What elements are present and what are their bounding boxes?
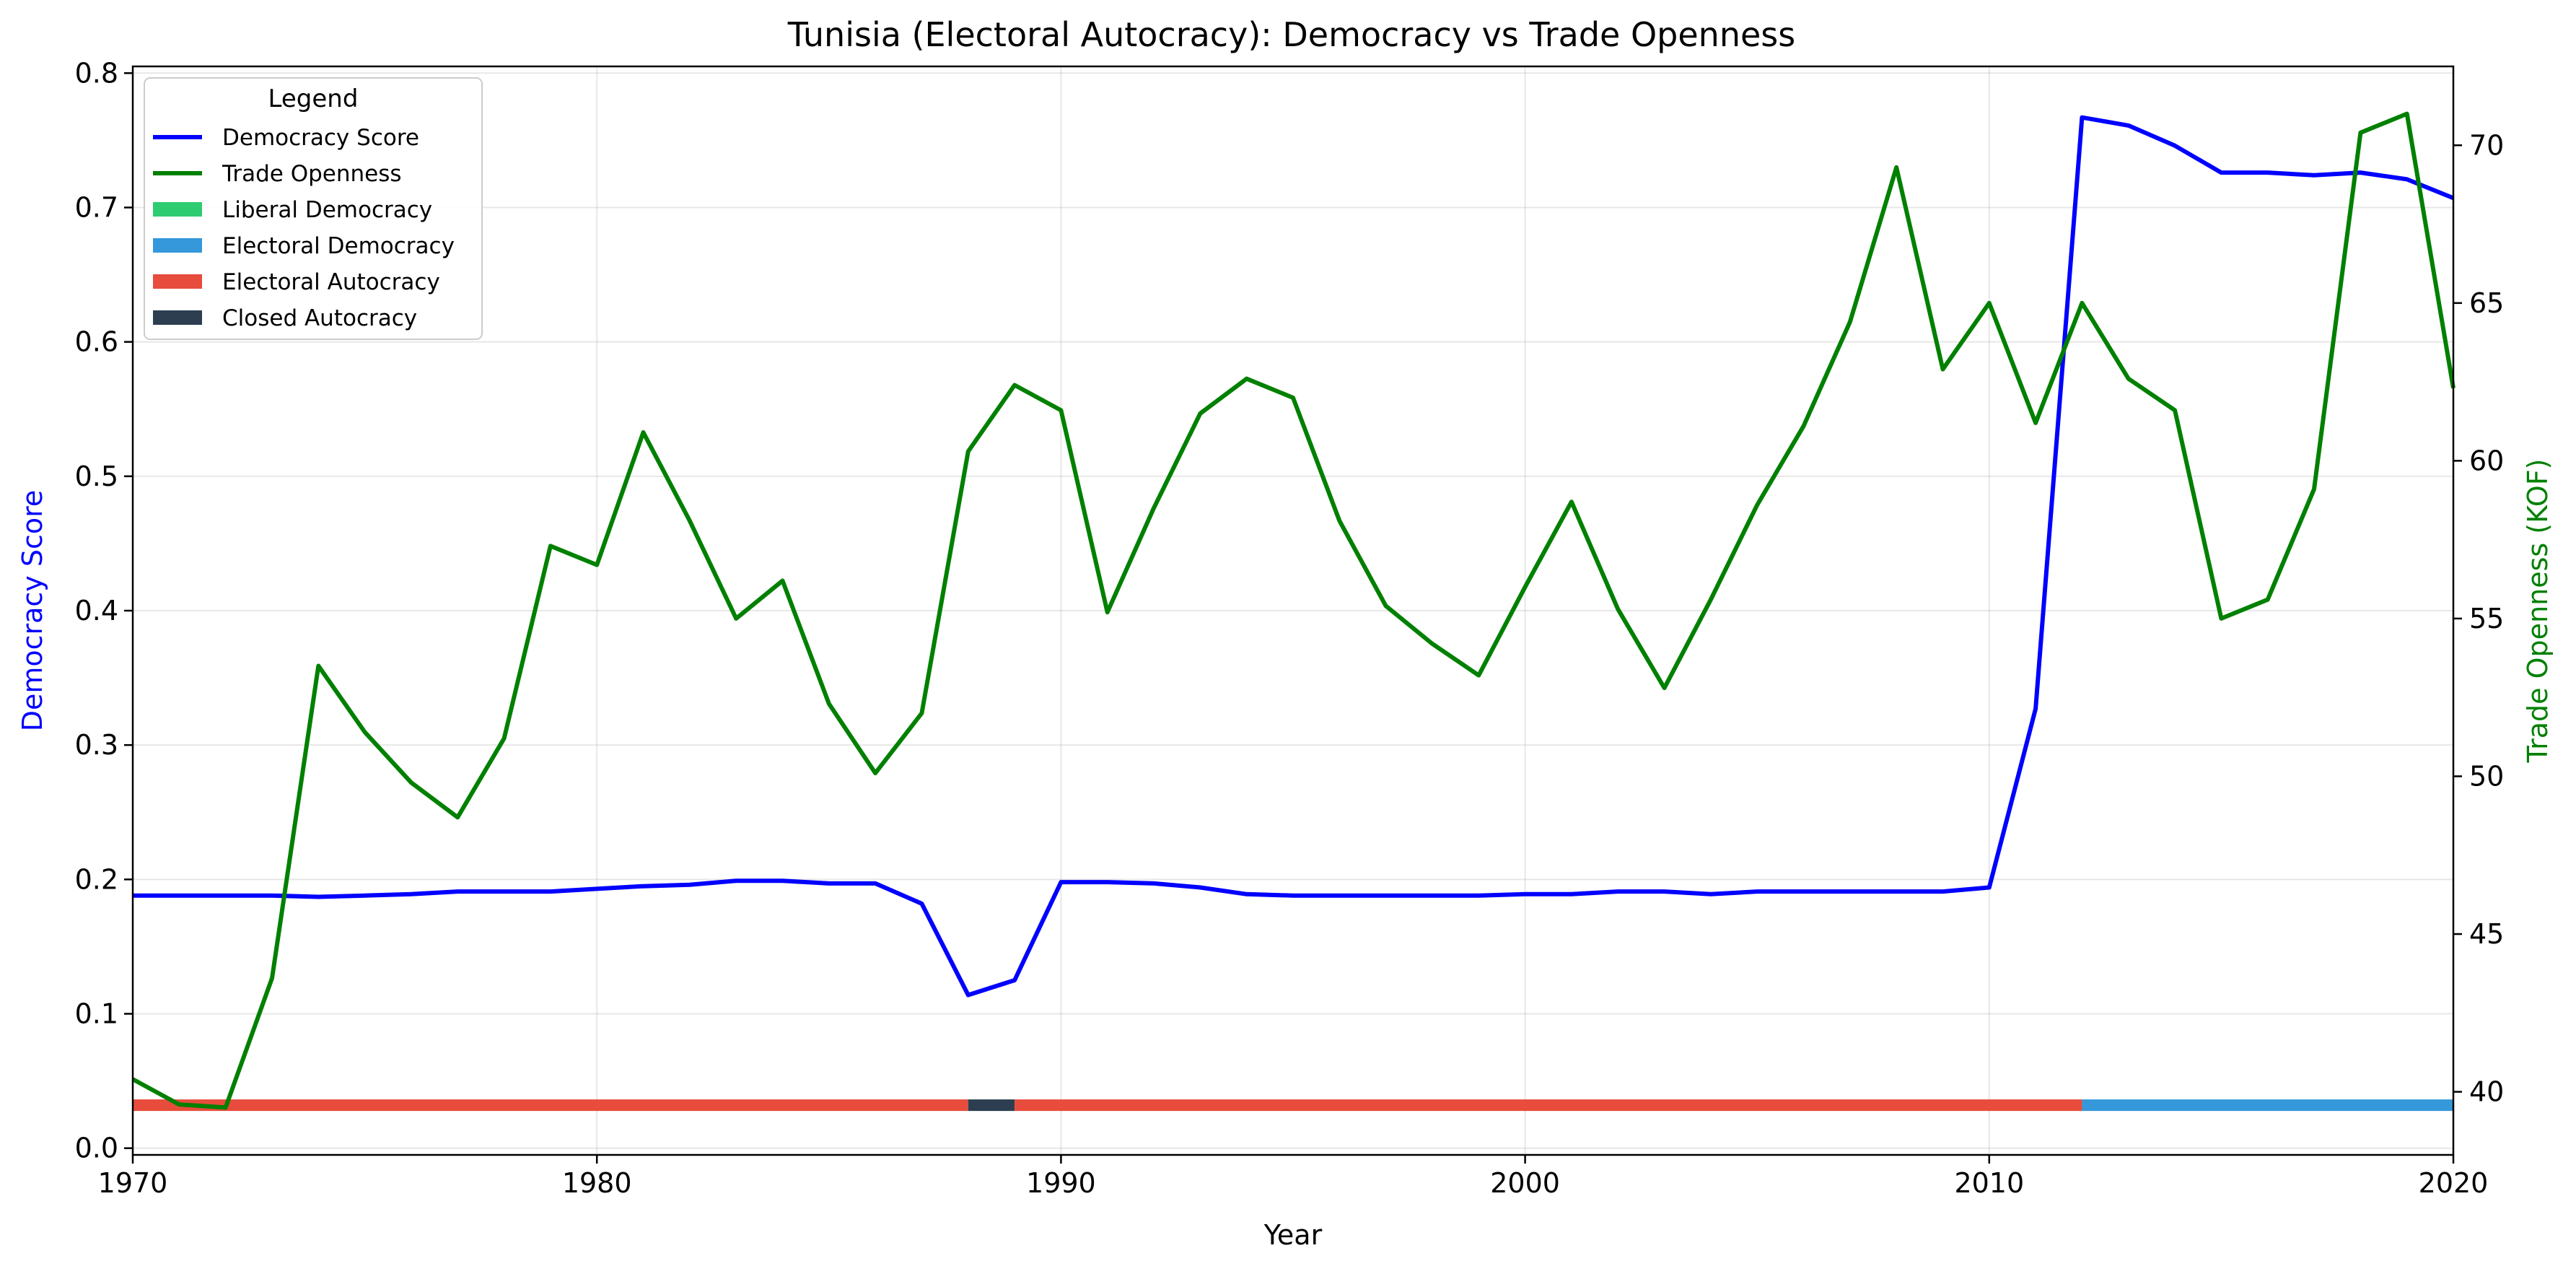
series-lines [131,111,2455,1110]
x-tick-label: 1980 [562,1167,632,1199]
y-left-tick-label: 0.3 [75,729,118,761]
y-left-tick-label: 0.8 [75,57,118,89]
y-right-tick-label: 50 [2469,760,2504,792]
legend-entry: Trade Openness [222,161,402,187]
regime-bands [133,1099,2453,1112]
y-right-tick-label: 55 [2469,603,2504,634]
y-left-tick-label: 0.7 [75,191,118,223]
legend-title: Legend [268,84,359,113]
y-left-tick-label: 0.0 [75,1133,118,1164]
y-right-tick-label: 60 [2469,445,2504,476]
trade-openness-line [131,111,2455,1110]
x-axis-label: Year [1263,1219,1323,1251]
y-axis-right-label: Trade Openness (KOF) [2522,458,2554,763]
gridlines [132,66,2454,1155]
y-left-tick-label: 0.6 [75,326,118,358]
legend-box [144,77,483,340]
legend-entry: Democracy Score [222,125,419,151]
legend-swatch-patch [153,274,202,289]
x-tick-label: 2010 [1954,1167,2024,1199]
x-axis: 1970 1980 1990 2000 2010 2020 [98,1155,2489,1199]
y-left-tick-label: 0.4 [75,595,118,627]
x-tick-label: 2000 [1490,1167,1560,1199]
legend: Legend Democracy Score Trade Openness Liber… [144,77,483,340]
x-tick-label: 1990 [1026,1167,1096,1199]
y-axis-left: 0.0 0.1 0.2 0.3 0.4 0.5 0.6 0.7 0.8 [75,57,133,1164]
regime-band-electoral-autocracy [1015,1099,2082,1112]
y-axis-left-label: Democracy Score [17,490,48,732]
y-right-tick-label: 45 [2469,918,2504,950]
y-right-tick-label: 40 [2469,1076,2504,1108]
chart-title: Tunisia (Electoral Autocracy): Democracy… [787,15,1795,54]
y-left-tick-label: 0.2 [75,863,118,895]
legend-swatch-patch [153,202,202,217]
regime-band-electoral-democracy [2082,1099,2453,1112]
y-axis-right: 40 45 50 55 60 65 70 [2453,129,2504,1108]
legend-entry: Liberal Democracy [222,197,432,223]
regime-band-closed-autocracy [968,1099,1015,1112]
legend-entry: Closed Autocracy [222,305,417,331]
y-right-tick-label: 65 [2469,287,2504,319]
y-left-tick-label: 0.5 [75,461,118,492]
y-right-tick-label: 70 [2469,129,2504,161]
legend-entry: Electoral Autocracy [222,269,440,295]
regime-band-electoral-autocracy [133,1099,968,1112]
y-left-tick-label: 0.1 [75,998,118,1030]
legend-swatch-patch [153,310,202,325]
legend-swatch-patch [153,238,202,253]
legend-entry: Electoral Democracy [222,233,455,259]
x-tick-label: 2020 [2419,1167,2489,1199]
democracy-score-line [133,115,2455,998]
x-tick-label: 1970 [98,1167,168,1199]
